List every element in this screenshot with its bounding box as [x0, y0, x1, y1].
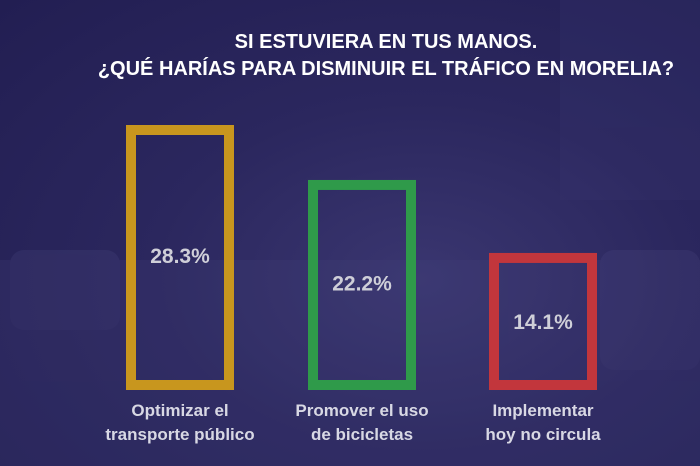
bar [126, 125, 234, 390]
value-label: 28.3% [150, 245, 210, 268]
bar [489, 252, 597, 390]
value-label: 22.2% [332, 273, 392, 296]
x-tick-label: Optimizar el transporte público [105, 401, 255, 444]
chart-title: SI ESTUVIERA EN TUS MANOS. [235, 31, 538, 53]
value-label: 14.1% [513, 311, 573, 334]
chart-subtitle: ¿QUÉ HARÍAS PARA DISMINUIR EL TRÁFICO EN… [98, 57, 674, 80]
x-tick-label: Promover el uso de bicicletas [295, 401, 429, 444]
x-tick-label: Implementar hoy no circula [485, 401, 601, 444]
bar [308, 179, 416, 390]
